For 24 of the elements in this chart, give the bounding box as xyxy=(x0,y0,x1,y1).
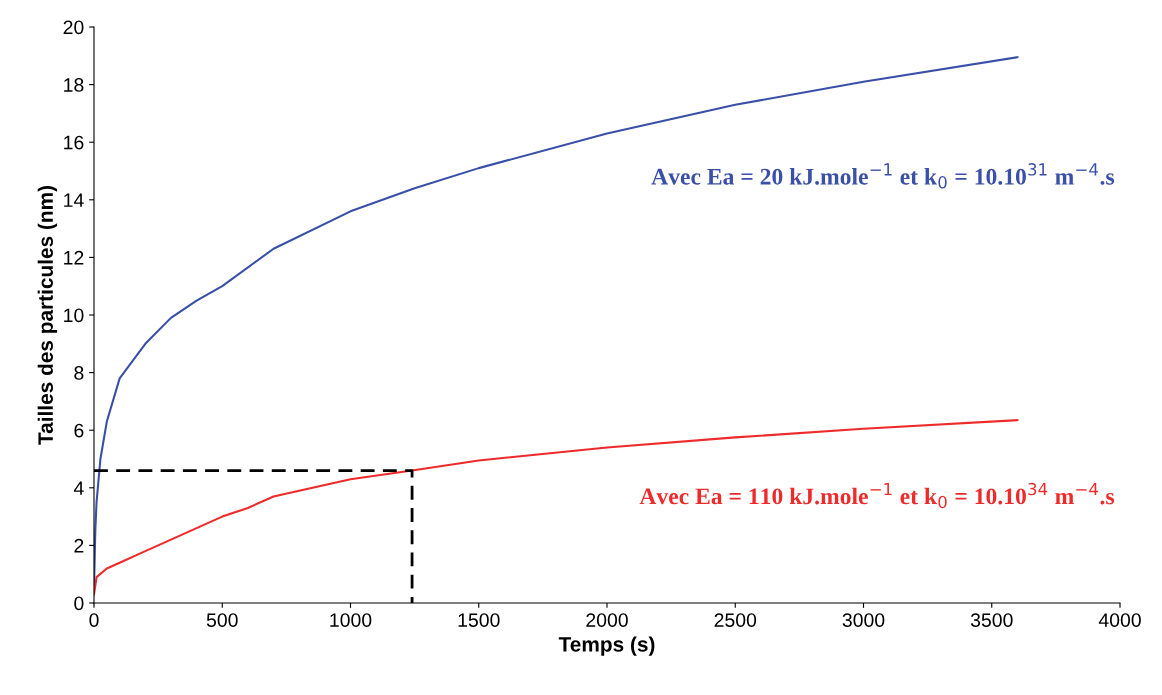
y-tick-label: 6 xyxy=(74,423,84,438)
x-tick-label: 3500 xyxy=(970,613,1013,627)
x-tick-label: 4000 xyxy=(1098,613,1141,627)
y-tick-label: 18 xyxy=(64,78,84,92)
x-axis-title: Temps (s) xyxy=(558,636,655,656)
x-tick-label: 3000 xyxy=(842,613,885,627)
y-tick-label: 12 xyxy=(64,250,84,265)
x-tick-label: 1000 xyxy=(330,613,372,627)
y-tick-label: 20 xyxy=(63,20,84,35)
x-tick-label: 2000 xyxy=(586,613,628,627)
text: Avec Ea = 110 kJ.mole$^{−1}$ et k$_{0}$ = 10.10$^{34}$ m$^{−4}$.s xyxy=(639,482,1115,509)
x-tick-label: 0 xyxy=(89,613,99,627)
x-tick-label: 1500 xyxy=(458,613,500,627)
y-tick-label: 8 xyxy=(74,366,84,380)
x-tick-label: 2500 xyxy=(714,613,757,627)
y-tick-label: 4 xyxy=(73,481,84,495)
y-tick-label: 16 xyxy=(64,135,84,150)
x-tick-label: 500 xyxy=(206,613,238,627)
y-tick-label: 14 xyxy=(64,193,84,207)
y-tick-label: 10 xyxy=(64,308,84,323)
y-tick-label: 2 xyxy=(74,538,84,553)
y-axis-title: Tailles des particules (nm) xyxy=(37,185,58,445)
y-tick-label: 0 xyxy=(74,596,84,611)
text: Avec Ea = 20 kJ.mole$^{−1}$ et k$_{0}$ = 10.10$^{31}$ m$^{−4}$.s xyxy=(651,163,1115,189)
